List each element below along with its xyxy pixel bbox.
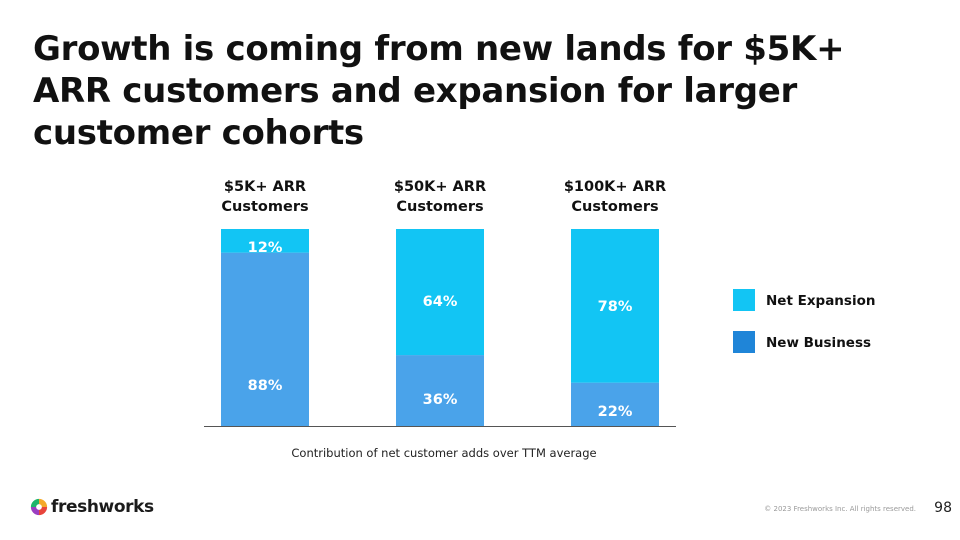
category-label-line: Customers <box>571 199 658 215</box>
bar-new-business-50k-arr-customers <box>396 355 484 426</box>
legend-label-new-business: New Business <box>766 335 871 351</box>
category-label-line: Customers <box>221 199 308 215</box>
bar-net-expansion-50k-arr-customers <box>396 229 484 356</box>
copyright-notice: © 2023 Freshworks Inc. All rights reserv… <box>764 505 916 513</box>
freshworks-logo: freshworks <box>30 497 154 517</box>
data-label-new-business-3: 22% <box>598 404 633 420</box>
data-label-net-expansion-1: 12% <box>248 240 283 256</box>
category-label-line: Customers <box>396 199 483 215</box>
category-label-line: $5K+ ARR <box>224 179 306 195</box>
legend-label-net-expansion: Net Expansion <box>766 293 875 309</box>
bar-net-expansion-5k-arr-customers <box>221 229 309 253</box>
legend-swatch-net-expansion <box>733 289 755 311</box>
bar-new-business-100k-arr-customers <box>571 382 659 426</box>
data-label-new-business-1: 88% <box>248 378 283 394</box>
category-label-50k-arr-customers: $50K+ ARR Customers <box>394 179 486 215</box>
freshworks-logo-icon <box>30 498 48 516</box>
category-label-line: $100K+ ARR <box>564 179 666 195</box>
bar-net-expansion-100k-arr-customers <box>571 229 659 383</box>
page-number: 98 <box>934 500 952 516</box>
brand-name: freshworks <box>51 497 154 517</box>
data-label-new-business-2: 36% <box>423 392 458 408</box>
data-label-net-expansion-2: 64% <box>423 294 458 310</box>
category-label-line: $50K+ ARR <box>394 179 486 195</box>
slide-title: Growth is coming from new lands for $5K+… <box>33 29 845 153</box>
legend-swatch-new-business <box>733 331 755 353</box>
data-label-net-expansion-3: 78% <box>598 299 633 315</box>
category-label-5k-arr-customers: $5K+ ARR Customers <box>221 179 308 215</box>
chart-caption: Contribution of net customer adds over T… <box>291 446 597 460</box>
category-label-100k-arr-customers: $100K+ ARR Customers <box>564 179 666 215</box>
bar-new-business-5k-arr-customers <box>221 252 309 426</box>
